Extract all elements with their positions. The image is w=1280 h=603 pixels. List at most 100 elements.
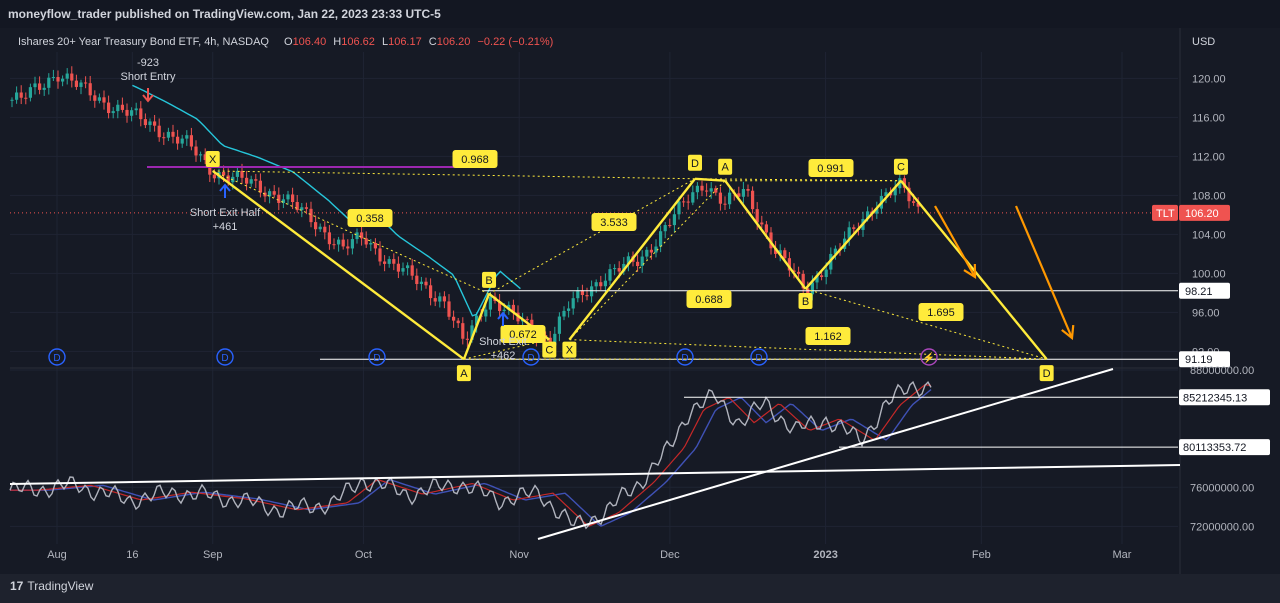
candle-body	[93, 95, 97, 101]
candle-body	[65, 73, 69, 79]
candle-body	[488, 296, 492, 310]
pattern-leg-xd	[568, 178, 696, 341]
publisher-bar: moneyflow_trader published on TradingVie…	[0, 0, 1280, 28]
dividend-marker-glyph: D	[53, 353, 60, 364]
candle-body	[341, 239, 345, 247]
legend-symbol: Ishares 20+ Year Treasury Bond ETF, 4h, …	[18, 36, 269, 48]
pattern-point-box	[798, 292, 813, 309]
candle-body	[130, 110, 134, 116]
candle-body	[277, 194, 281, 203]
candle-body	[15, 92, 19, 100]
projection-arrow-1	[934, 205, 977, 279]
candle-body	[300, 207, 304, 211]
candle-body	[452, 316, 456, 321]
ratio-badge-box	[500, 325, 546, 343]
candle-body	[346, 246, 350, 249]
candle-body	[585, 295, 589, 297]
ratio-badge-label: 0.688	[695, 294, 723, 306]
dividend-marker	[676, 348, 694, 366]
candle-body	[893, 188, 897, 196]
candle-body	[760, 222, 764, 225]
candle-body	[268, 191, 272, 197]
candle-body	[245, 177, 249, 184]
y-tick-label: 116.00	[1192, 112, 1225, 124]
candle-body	[102, 97, 106, 103]
dividend-marker-glyph: D	[221, 353, 228, 364]
tradingview-logo[interactable]: 17 TradingView	[10, 579, 93, 593]
chart-canvas[interactable]: 120.00 116.00 112.00 108.00 104.00 100.00 96.0…	[0, 28, 1280, 574]
candle-body	[401, 268, 405, 272]
pattern-point-box	[893, 158, 908, 175]
dividend-marker	[48, 348, 66, 366]
projection-shaft	[1014, 205, 1074, 339]
candle-body	[608, 269, 612, 281]
projection-shaft	[934, 205, 976, 278]
harmonic-pattern[interactable]	[147, 166, 1178, 361]
candle-body	[116, 104, 120, 112]
candle-body	[263, 192, 267, 197]
chart-frame[interactable]: 120.00 116.00 112.00 108.00 104.00 100.00 96.0…	[0, 28, 1280, 574]
pattern-point-label: C	[545, 345, 553, 357]
pattern-point-box	[482, 271, 497, 288]
pattern-point-box	[542, 341, 557, 358]
candle-body	[373, 243, 377, 249]
pattern-point-box	[205, 150, 220, 167]
candle-body	[741, 188, 745, 197]
pattern-leg-ab2	[724, 179, 807, 290]
candle-body	[281, 199, 285, 203]
candle-body	[746, 188, 750, 191]
candle-body	[645, 249, 649, 257]
candle-body	[318, 226, 322, 230]
dividend-marker	[522, 348, 540, 366]
signal-exit-label: Short Exit	[479, 336, 527, 348]
candle-body	[576, 290, 580, 299]
indicator-y-tick-label: 76000000.00	[1190, 482, 1254, 494]
candle-body	[778, 250, 782, 254]
level-tag-label: 91.19	[1185, 354, 1213, 366]
ratio-badge-box	[918, 303, 964, 321]
signal-exit-arrow	[497, 311, 509, 326]
pattern-ratio-bd	[488, 178, 696, 295]
indicator-level-tag-box	[1179, 389, 1270, 406]
candle-body	[695, 185, 699, 193]
dividend-marker	[750, 348, 768, 366]
signal-entry-value: -923	[137, 57, 159, 69]
candle-body	[162, 137, 166, 139]
pattern-point-label: A	[460, 368, 468, 380]
candle-body	[194, 146, 198, 156]
candles	[10, 66, 920, 352]
candle-body	[824, 269, 828, 278]
pattern-point-box	[562, 341, 577, 358]
candle-body	[847, 227, 851, 239]
candle-body	[787, 258, 791, 271]
candle-body	[199, 154, 203, 156]
ratio-badge-label: 0.672	[509, 329, 537, 341]
price-tag-label: 106.20	[1185, 208, 1219, 220]
candle-body	[654, 246, 658, 253]
pattern-point-label: X	[566, 345, 574, 357]
projection-head	[963, 263, 977, 279]
candle-body	[815, 275, 819, 283]
currency-label: USD	[1192, 36, 1215, 48]
candle-body	[764, 224, 768, 233]
candle-body	[56, 77, 60, 82]
candle-body	[387, 259, 391, 264]
candle-body	[875, 208, 879, 214]
ratio-badge-label: 0.968	[461, 154, 489, 166]
candle-body	[10, 99, 14, 101]
candle-body	[465, 338, 469, 340]
tradingview-logo-icon: 17	[10, 579, 24, 593]
candle-body	[594, 282, 598, 287]
candle-body	[337, 239, 341, 245]
ratio-badge-box	[452, 150, 498, 168]
candle-body	[38, 83, 42, 90]
candle-body	[97, 97, 101, 101]
ratio-badge-box	[347, 209, 393, 227]
price-axes: 120.00 116.00 112.00 108.00 104.00 100.00 96.0…	[47, 73, 1270, 561]
candle-body	[70, 73, 74, 81]
candle-body	[84, 82, 88, 84]
candle-body	[51, 77, 55, 79]
pattern-point-box	[687, 154, 702, 171]
candle-body	[415, 275, 419, 285]
